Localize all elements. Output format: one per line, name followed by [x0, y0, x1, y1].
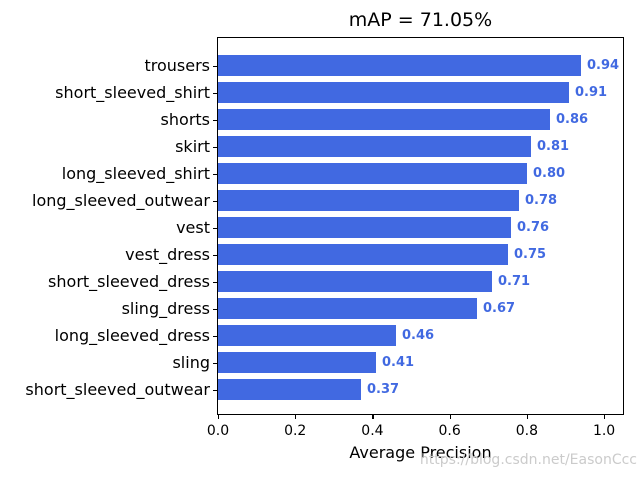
category-label: vest — [176, 217, 210, 237]
x-tick — [372, 415, 374, 419]
bar-value-label: 0.76 — [517, 219, 550, 235]
bar — [218, 298, 477, 319]
category-label: short_sleeved_shirt — [55, 82, 210, 102]
bar-value-label: 0.94 — [587, 57, 620, 73]
category-label: shorts — [160, 109, 210, 129]
y-tick — [213, 92, 217, 94]
x-tick-label: 0.0 — [206, 423, 230, 439]
y-tick — [213, 281, 217, 283]
bar-value-label: 0.37 — [367, 381, 400, 397]
bar — [218, 163, 527, 184]
category-label: short_sleeved_dress — [48, 271, 210, 291]
y-tick — [213, 254, 217, 256]
bar — [218, 109, 550, 130]
bar-value-label: 0.81 — [537, 138, 570, 154]
x-tick-label: 1.0 — [592, 423, 616, 439]
y-tick — [213, 389, 217, 391]
x-tick — [295, 415, 297, 419]
category-label: sling_dress — [121, 298, 210, 318]
bar-value-label: 0.67 — [483, 300, 516, 316]
bar — [218, 55, 581, 76]
y-tick — [213, 119, 217, 121]
y-tick — [213, 200, 217, 202]
bar-value-label: 0.75 — [514, 246, 547, 262]
bar-value-label: 0.41 — [382, 354, 415, 370]
y-tick — [213, 173, 217, 175]
x-tick-label: 0.2 — [284, 423, 307, 439]
category-label: vest_dress — [125, 244, 210, 264]
bar-value-label: 0.80 — [533, 165, 566, 181]
bar — [218, 379, 361, 400]
bar — [218, 82, 569, 103]
y-tick — [213, 335, 217, 337]
x-tick — [526, 415, 529, 419]
bar-value-label: 0.86 — [556, 111, 589, 127]
bar — [218, 325, 396, 346]
bar-value-label: 0.91 — [575, 84, 608, 100]
bar-value-label: 0.78 — [525, 192, 558, 208]
category-label: skirt — [175, 136, 210, 156]
bar — [218, 136, 531, 157]
y-tick — [213, 308, 217, 310]
x-tick — [218, 415, 220, 419]
bar — [218, 190, 519, 211]
x-tick — [449, 415, 451, 419]
y-tick — [213, 227, 217, 229]
watermark-text: https://blog.csdn.net/EasonCcc — [419, 452, 637, 468]
bar — [218, 217, 511, 238]
category-label: long_sleeved_shirt — [61, 163, 210, 183]
bar — [218, 352, 376, 373]
x-tick — [604, 415, 606, 419]
category-label: long_sleeved_outwear — [32, 190, 210, 210]
bar — [218, 244, 508, 265]
category-label: long_sleeved_dress — [54, 325, 210, 345]
chart-title: mAP = 71.05% — [348, 9, 493, 31]
x-axis-label: Average Precision — [349, 443, 492, 462]
x-tick-label: 0.6 — [438, 423, 461, 439]
category-label: short_sleeved_outwear — [25, 379, 210, 399]
bar — [218, 271, 492, 292]
bar-value-label: 0.46 — [402, 327, 435, 343]
y-tick — [213, 65, 217, 67]
y-tick — [213, 362, 217, 364]
bar-value-label: 0.71 — [498, 273, 531, 289]
plot-area: 0.94 0.91 0.86 0.81 0.80 0.78 0.76 0.75 0.71 0.67… — [217, 37, 624, 415]
x-tick-label: 0.4 — [361, 423, 384, 439]
y-tick — [213, 146, 217, 148]
category-label: sling — [172, 352, 210, 372]
x-tick-label: 0.8 — [515, 423, 538, 439]
category-label: trousers — [144, 55, 210, 75]
